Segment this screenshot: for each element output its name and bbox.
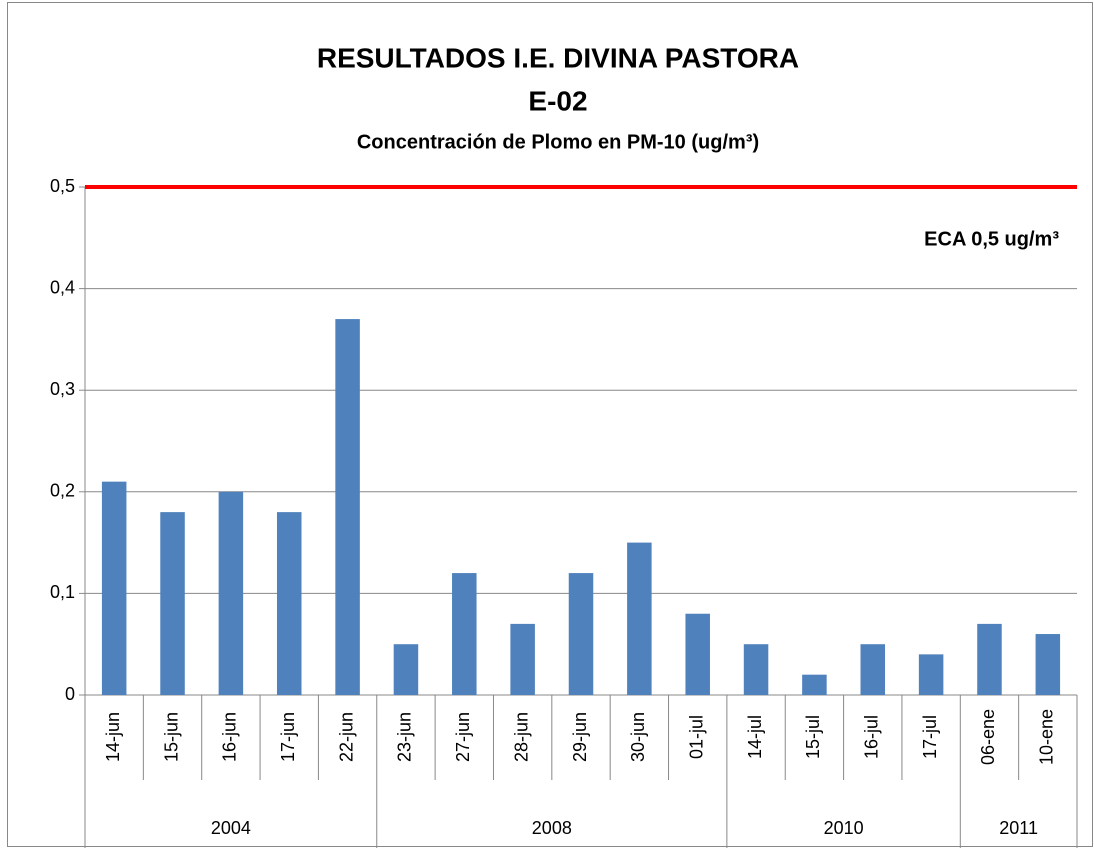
bar [568,573,594,695]
x-tick-label: 15-jun [161,712,181,762]
x-tick-label: 17-jul [920,715,940,759]
x-group-label: 2004 [211,818,251,838]
y-tick-label: 0,3 [50,379,75,399]
y-axis-title: Concentración de Plomo en PM-10 (ug/m³) [357,131,759,153]
bar [860,644,886,695]
bar [393,644,419,695]
x-tick-label: 14-jul [745,715,765,759]
x-group-label: 2008 [532,818,572,838]
bar [802,674,827,695]
bar [977,623,1002,695]
bar [218,491,244,695]
x-group-label: 2011 [999,818,1038,838]
x-tick-label: 14-jun [103,712,123,762]
y-tick-label: 0,4 [50,277,75,297]
reference-label: ECA 0,5 ug/m³ [924,228,1059,250]
x-tick-label: 23-jun [395,712,415,762]
y-tick-label: 0 [65,684,75,704]
x-tick-label: 15-jul [803,715,823,759]
x-tick-label: 17-jun [278,712,298,762]
bar [1035,634,1061,695]
bar [276,512,302,695]
bar [918,654,944,695]
x-tick-label: 16-jul [862,715,882,759]
bar [101,481,127,695]
bar [627,542,652,695]
x-tick-label: 01-jul [686,715,706,759]
chart-border [7,2,1093,847]
x-tick-label: 06-ene [978,709,998,765]
x-group-label: 2010 [824,818,864,838]
x-tick-label: 30-jun [628,712,648,762]
y-tick-label: 0,1 [50,582,75,602]
x-tick-label: 29-jun [570,712,590,762]
y-tick-label: 0,2 [50,481,75,501]
x-tick-label: 16-jun [220,712,240,762]
chart-title: RESULTADOS I.E. DIVINA PASTORA [317,42,799,73]
y-tick-label: 0,5 [50,176,75,196]
x-tick-label: 10-ene [1037,709,1057,765]
x-tick-label: 22-jun [336,712,356,762]
bar [685,613,710,695]
bar [452,573,477,695]
x-tick-label: 27-jun [453,712,473,762]
bar [510,623,535,695]
bar [160,512,185,695]
bar [335,319,360,695]
chart-subtitle: E-02 [528,85,587,116]
x-tick-label: 28-jun [511,712,531,762]
bar [743,644,769,695]
